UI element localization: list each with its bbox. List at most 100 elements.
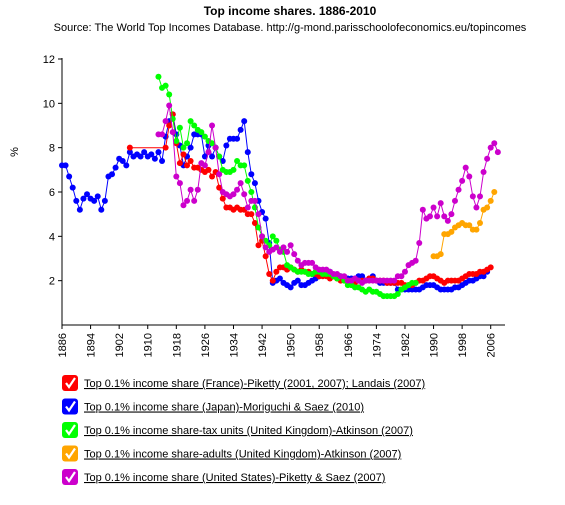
legend-checkbox[interactable] [62,398,78,415]
data-point [287,242,294,249]
data-point [80,195,87,202]
data-point [180,202,187,209]
legend-item[interactable]: Top 0.1% income share-adults (United Kin… [62,445,401,462]
data-point [248,171,255,178]
data-point [216,171,223,178]
data-point [416,239,423,246]
x-tick-label: 1974 [371,333,383,357]
x-tick-label: 1886 [57,333,69,357]
legend-label[interactable]: Top 0.1% income share (Japan)-Moriguchi … [84,402,364,414]
data-point [126,149,133,156]
data-point [230,191,237,198]
data-point [341,273,348,280]
data-point [251,197,258,204]
data-point [184,140,191,147]
data-point [166,122,173,129]
data-point [73,197,80,204]
data-point [487,144,494,151]
data-point [191,197,198,204]
series-line [129,114,491,286]
data-point [476,220,483,227]
data-point [91,197,98,204]
data-point [151,155,158,162]
legend-checkbox[interactable] [62,422,78,438]
data-point [466,173,473,180]
data-point [426,213,433,220]
x-tick-label: 2006 [486,333,498,357]
data-point [234,135,241,142]
legend-item[interactable]: Top 0.1% income share-tax units (United … [62,422,413,438]
data-point [176,180,183,187]
data-point [248,189,255,195]
data-point [359,273,366,280]
data-point [169,129,176,136]
data-point [155,73,162,80]
data-point [491,189,498,195]
data-point [480,169,487,176]
data-point [76,206,83,213]
data-point [184,162,191,169]
x-tick-label: 1950 [286,333,298,357]
y-tick-label: 2 [49,276,55,288]
data-point [141,149,148,156]
data-point [241,162,248,169]
data-point [419,206,426,213]
legend-label[interactable]: Top 0.1% income share-tax units (United … [84,425,413,437]
legend-checkbox[interactable] [62,469,78,485]
data-point [391,277,398,284]
check-icon [65,471,76,483]
data-point [169,111,176,118]
data-point [434,213,441,220]
data-point [159,157,166,164]
legend-label[interactable]: Top 0.1% income share-adults (United Kin… [84,449,401,461]
data-point [159,131,166,138]
legend-checkbox[interactable] [62,375,78,391]
check-icon [65,424,76,436]
data-point [437,200,444,207]
data-point [237,126,244,133]
data-point [473,204,480,211]
data-point [309,259,316,266]
data-point [216,153,223,160]
data-point [466,222,473,229]
data-point [273,268,280,275]
data-point [69,184,76,191]
data-point [198,129,205,136]
data-point [62,162,69,169]
data-point [201,162,208,169]
data-point [234,157,241,164]
data-point [273,244,280,251]
data-point [237,180,244,187]
data-point [162,82,169,89]
y-tick-label: 10 [43,98,55,110]
data-point [276,275,283,282]
data-point [455,186,462,193]
x-tick-label: 1926 [200,333,212,357]
data-point [487,197,494,204]
legend-item[interactable]: Top 0.1% income share (United States)-Pi… [62,469,385,485]
legend-label[interactable]: Top 0.1% income share (United States)-Pi… [84,472,385,484]
data-point [244,204,251,211]
data-point [444,217,451,224]
data-point [276,248,283,255]
x-tick-label: 1910 [143,333,155,357]
data-point [262,244,269,251]
legend-checkbox[interactable] [62,445,78,462]
data-point [412,279,419,286]
data-point [180,144,187,151]
legend-label[interactable]: Top 0.1% income share (France)-Piketty (… [84,378,425,390]
data-point [251,220,258,227]
data-point [294,257,301,264]
legend-item[interactable]: Top 0.1% income share (Japan)-Moriguchi … [62,398,364,415]
data-point [209,122,216,129]
data-point [473,226,480,233]
data-point [262,215,269,222]
data-point [491,140,498,147]
data-point [259,233,266,240]
legend-item[interactable]: Top 0.1% income share (France)-Piketty (… [62,375,425,391]
data-point [66,173,73,180]
y-tick-label: 6 [49,187,55,199]
data-point [230,166,237,173]
series-line [62,112,488,290]
